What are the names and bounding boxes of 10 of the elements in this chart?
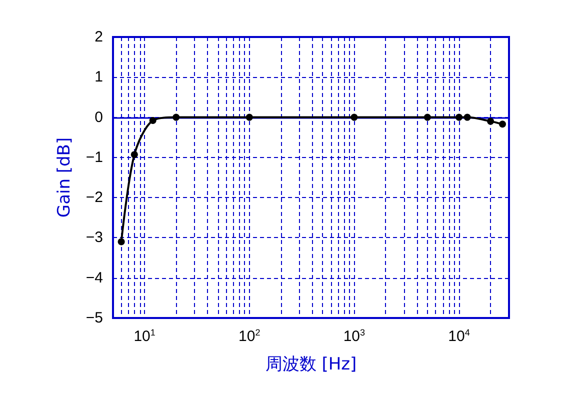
x-axis-title: 周波数 [Hz] [265, 354, 357, 374]
y-tick-label: −3 [86, 229, 103, 246]
y-tick-label: −1 [86, 148, 103, 166]
y-tick-label: −5 [86, 310, 103, 326]
y-axis-title: Gain [dB] [54, 137, 74, 218]
y-tick-label: 0 [94, 108, 103, 126]
y-tick-label: 2 [94, 28, 103, 46]
y-tick-label: −4 [86, 269, 103, 286]
y-tick-label: 1 [94, 68, 103, 86]
y-tick-label: −2 [86, 189, 103, 206]
